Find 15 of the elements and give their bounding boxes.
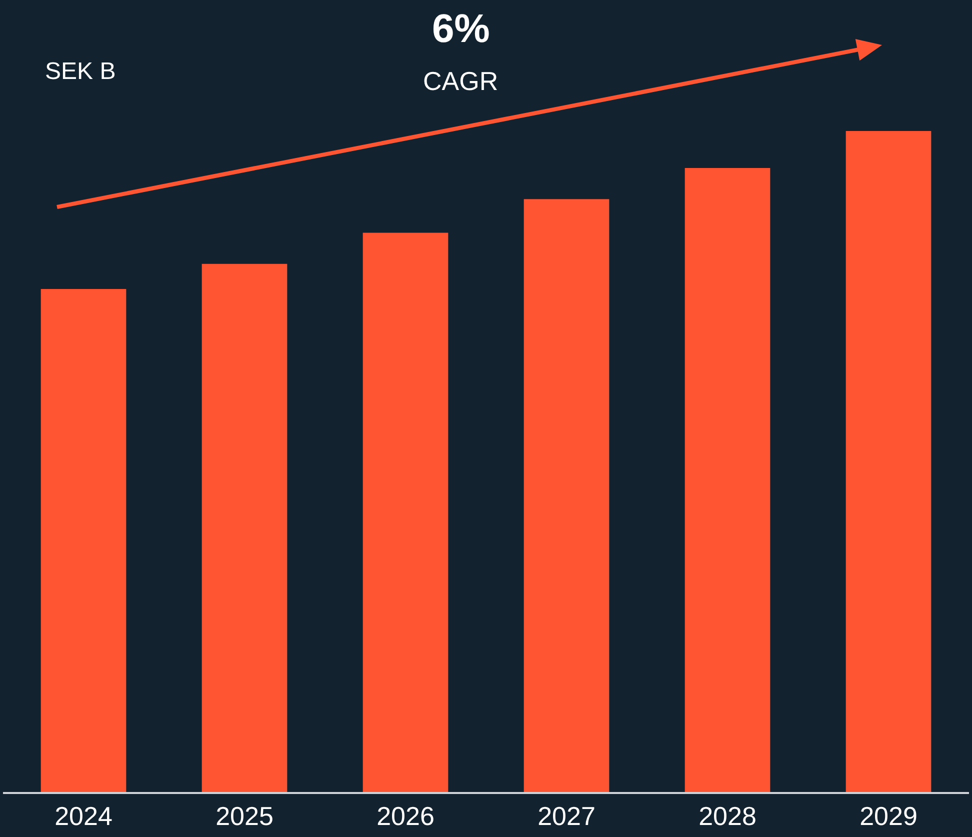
bar: [846, 131, 932, 792]
bar: [524, 199, 610, 792]
x-tick-label: 2025: [216, 801, 274, 832]
text: SEK B: [45, 58, 116, 85]
x-tick-label: 2026: [376, 801, 434, 832]
text: 6%: [432, 7, 490, 51]
x-tick-label: 2028: [698, 801, 756, 832]
x-tick-label: 2029: [860, 801, 918, 832]
x-tick-label: 2027: [538, 801, 596, 832]
bar: [202, 264, 288, 792]
text: CAGR: [423, 66, 498, 96]
bar: [362, 232, 448, 792]
bar: [40, 288, 126, 792]
x-tick-label: 2024: [54, 801, 112, 832]
bar: [684, 168, 770, 792]
